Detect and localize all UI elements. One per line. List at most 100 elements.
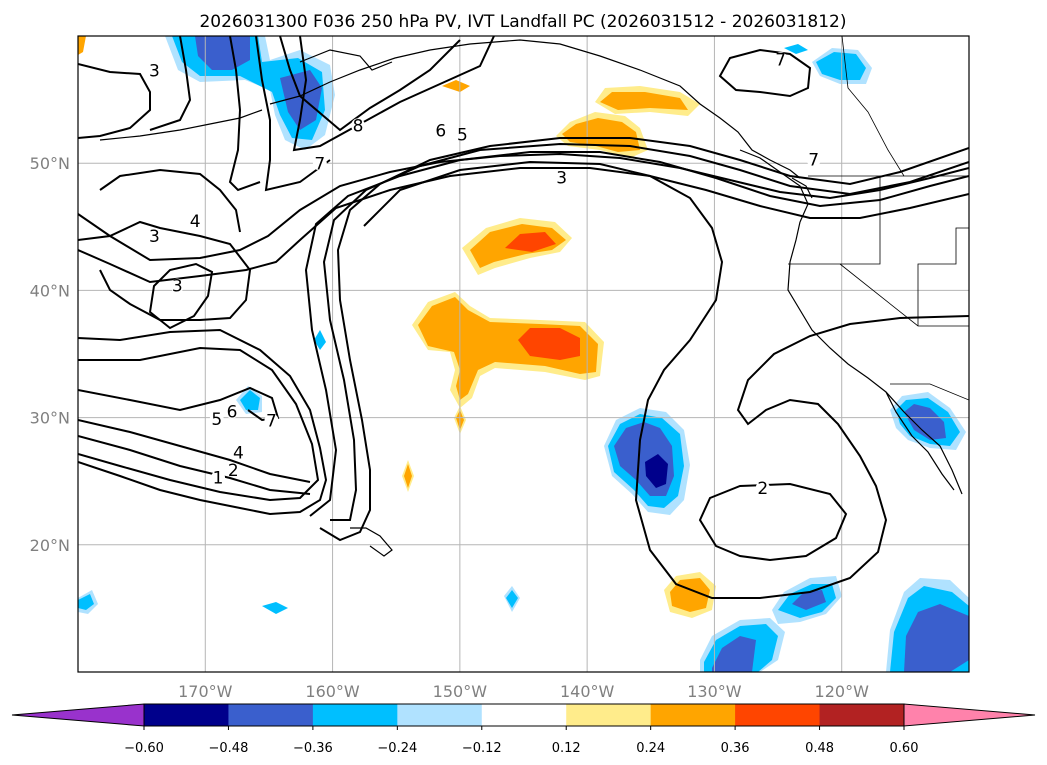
lon-tick-label: 130°W [687, 682, 742, 701]
colorbar-tick-label: −0.48 [209, 741, 249, 756]
pv-contour-3-closed [148, 262, 214, 330]
colorbar-tick-label: 0.48 [805, 741, 834, 756]
pv-contour-nw-a [99, 168, 241, 233]
colorbar-tick-label: 0.60 [890, 741, 919, 756]
vancouver-island [791, 177, 813, 199]
coastlines [99, 39, 963, 557]
ivt-pos-mid-goa2 [562, 118, 640, 152]
pv-contour-big-4 [78, 346, 320, 502]
pv-label-gap [226, 463, 241, 478]
pv-label-gap [806, 152, 821, 167]
pv-contour-nw-b [228, 36, 261, 192]
ivt-pos-corner [78, 36, 86, 55]
pv-contour-label: 7 [314, 155, 325, 175]
pv-label-gap [231, 445, 246, 460]
pv-contour-label: 2 [757, 479, 768, 499]
pv-contour-nw-f [149, 36, 192, 131]
colorbar-segment [228, 704, 314, 726]
pv-contour-nw-c [255, 36, 331, 192]
pv-contour-label: 2 [228, 461, 239, 481]
lon-tick-label: 160°W [305, 682, 360, 701]
pv-contour-big-3 [78, 328, 328, 516]
pv-label-gap [433, 123, 448, 138]
pv-contour-nw-e [292, 36, 495, 152]
ivt-neg-tiny5b [506, 590, 518, 608]
pv-label-gap [225, 404, 240, 419]
pv-label-gap [170, 278, 185, 293]
pv-contour-label: 4 [190, 212, 201, 232]
pv-contour-label: 8 [353, 116, 364, 136]
pv-label-gap [147, 63, 162, 78]
pv-contour-label: 5 [211, 410, 222, 430]
colorbar-tick-label: −0.12 [462, 741, 502, 756]
colorbar-segment [481, 704, 567, 726]
colorbar-tick-label: −0.24 [377, 741, 417, 756]
alaska-peninsula-inlet [299, 49, 393, 71]
pv-contour-nw-g [78, 220, 252, 321]
pv-contour-label: 4 [233, 443, 244, 463]
pv-contour-label: 6 [435, 121, 446, 141]
pv-label-gap [755, 480, 770, 495]
pv-contour-label: 5 [457, 125, 468, 145]
colorbar-tick-label: −0.60 [124, 741, 164, 756]
pv-label-gap [455, 127, 470, 142]
colorbar-segment [819, 704, 905, 726]
pv-label-gap [351, 118, 366, 133]
pv-contour-label: 7 [266, 412, 277, 432]
colorbar-segment [735, 704, 821, 726]
pv-contour-nw-3 [78, 63, 151, 139]
pv-contour-ridge-2 [78, 419, 311, 483]
pv-contour-nw-d [279, 36, 461, 132]
ivt-neg-dark-se1 [712, 636, 756, 672]
ivt-neg-tiny4 [262, 602, 288, 614]
pv-contour-label: 3 [556, 169, 567, 189]
pv-label-gap [264, 413, 279, 428]
colorbar-segment [566, 704, 652, 726]
colorbar: −0.60 −0.48 −0.36 −0.24 −0.12 0.12 0.24 0.36 0.4… [11, 703, 1036, 756]
pv-label-gap [554, 170, 569, 185]
colorbar-tick-label: 0.12 [552, 741, 581, 756]
pv-contour-ridge-inner-2 [322, 142, 969, 521]
pv-contour-ridge-3 [78, 435, 311, 495]
lon-tick-label: 170°W [178, 682, 233, 701]
pv-contour-big-2 [78, 167, 969, 284]
pv-label-gap [312, 156, 327, 171]
mexico-border [890, 383, 969, 401]
ivt-pos-mid-south [418, 297, 598, 400]
colorbar-segment [312, 704, 398, 726]
lon-tick-label: 140°W [560, 682, 615, 701]
map-frame [77, 35, 970, 673]
ivt-pos-small [442, 80, 470, 92]
colorbar-extend-high [903, 703, 1036, 727]
pv-contour-2-small [698, 482, 848, 562]
us-west-coast [787, 221, 963, 495]
pv-contour-label: 3 [149, 227, 160, 247]
ivt-neg-small-ne [784, 44, 808, 54]
ivt-neg-tiny2 [314, 330, 326, 350]
alaska-coast [269, 39, 801, 179]
colorbar-segment [144, 704, 229, 726]
ivt-neg-dark-nw [195, 36, 250, 70]
pv-contour-ridge-inner-3 [304, 151, 969, 517]
pv-label-gap [211, 470, 226, 485]
baja-peninsula [885, 391, 955, 491]
ivt-neg-dark-se3 [904, 604, 969, 672]
ivt-pos-dark-mid [505, 232, 556, 252]
aleutians [99, 109, 263, 141]
colorbar-segment [397, 704, 483, 726]
pv-contour-label: 6 [227, 403, 238, 423]
alaska-canada-border [841, 36, 905, 177]
plot-title: 2026031300 F036 250 hPa PV, IVT Landfall… [199, 12, 846, 32]
state-line-ca [788, 176, 881, 265]
longitude-tick-labels: 170°W 160°W 150°W 140°W 130°W 120°W [178, 682, 869, 701]
political-borders [788, 36, 969, 401]
pv-contour-label: 1 [213, 469, 224, 489]
pv-contours [78, 36, 969, 599]
pv-contour-label: 3 [149, 62, 160, 82]
hawaii [350, 527, 393, 557]
lat-tick-label: 40°N [30, 281, 70, 300]
colorbar-tick-label: −0.36 [293, 741, 333, 756]
